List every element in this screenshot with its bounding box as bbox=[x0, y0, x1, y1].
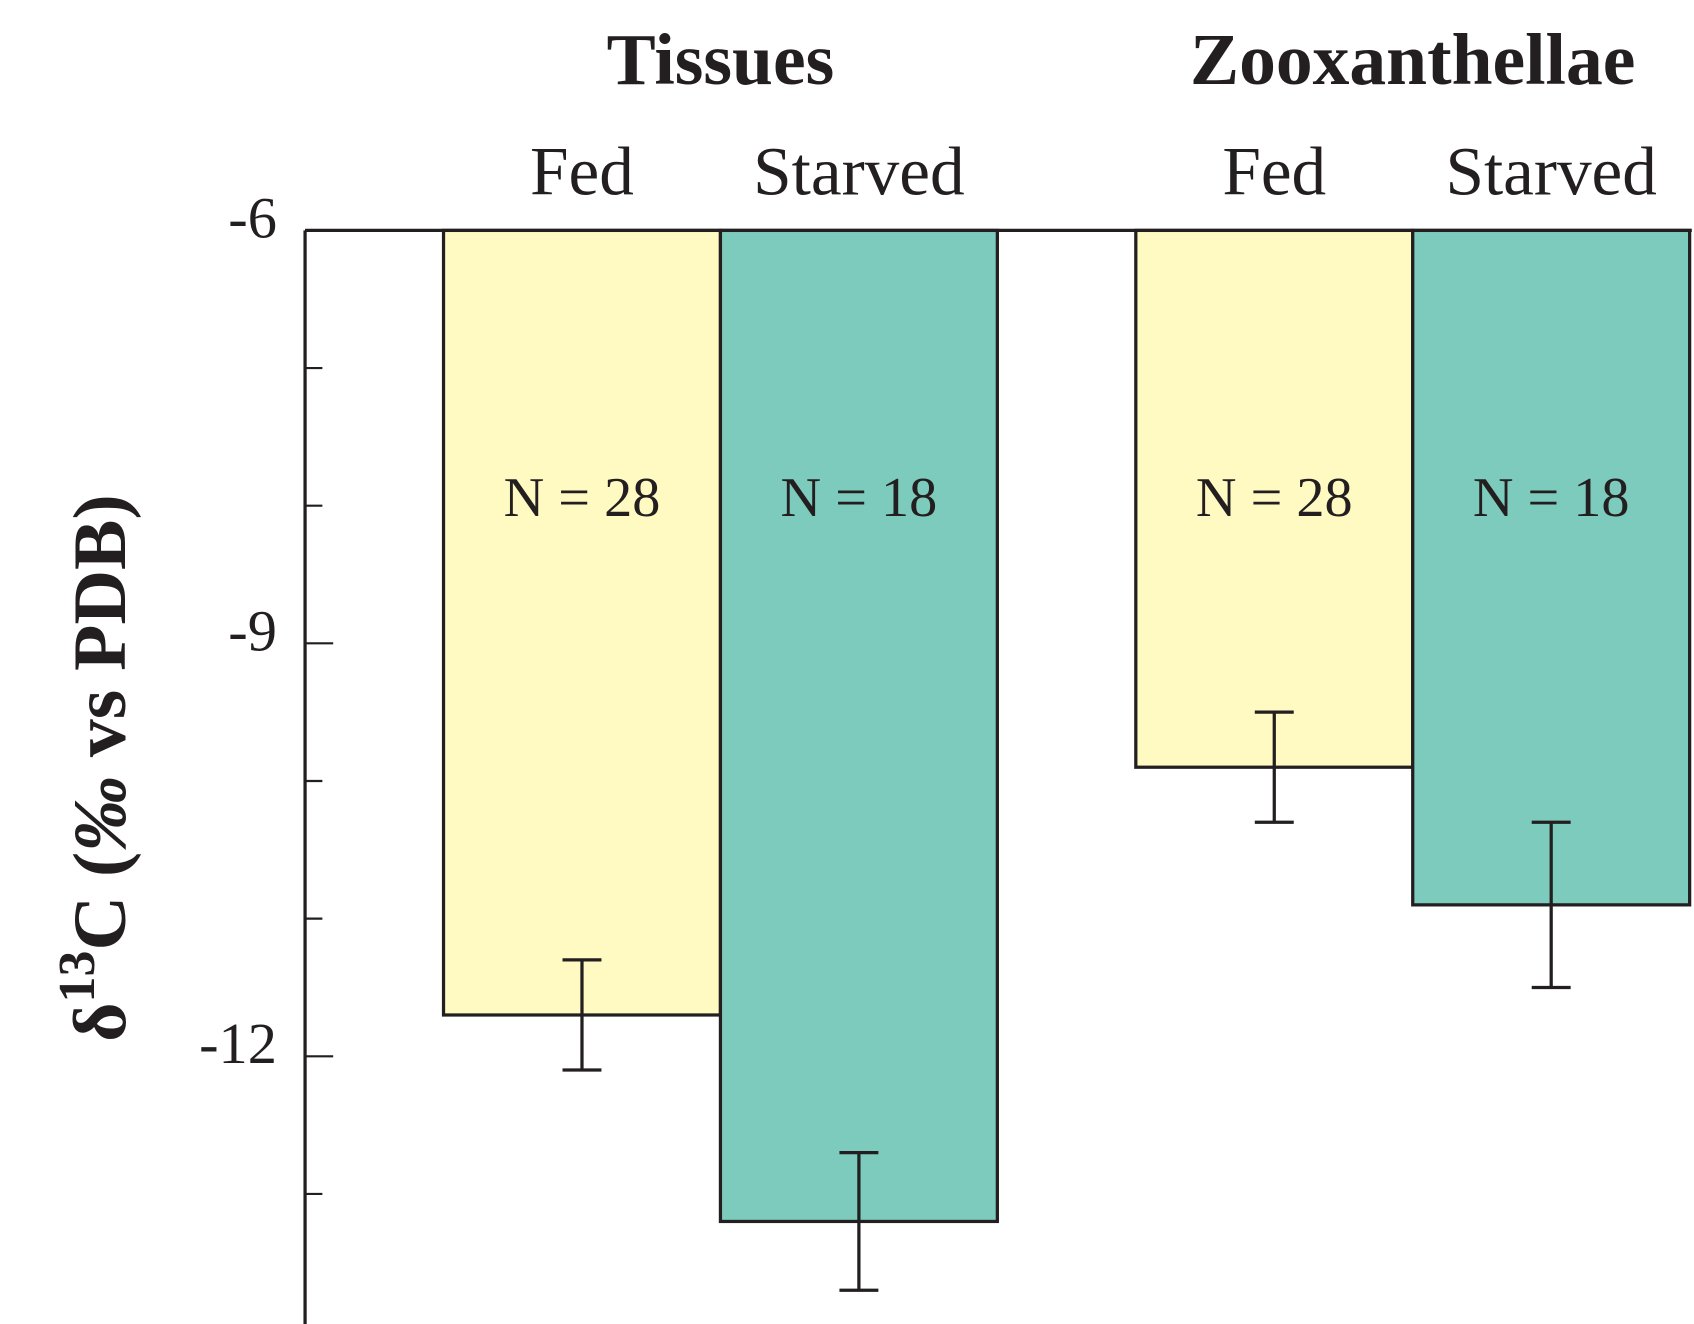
group-title: Tissues bbox=[607, 18, 835, 100]
category-label: Fed bbox=[1222, 132, 1326, 209]
category-label: Starved bbox=[753, 132, 964, 209]
y-label-sup: 13 bbox=[49, 951, 106, 1003]
y-tick-label: -9 bbox=[228, 598, 277, 663]
y-label-rest: vs PDB) bbox=[60, 494, 143, 776]
bar bbox=[718, 228, 999, 1224]
group-title: Zooxanthellae bbox=[1190, 18, 1635, 100]
y-axis-label: δ13C (‰ vs PDB) bbox=[49, 494, 142, 1041]
y-label-unit: ‰ bbox=[60, 776, 143, 852]
category-label: Starved bbox=[1445, 132, 1656, 209]
bar bbox=[1411, 228, 1692, 907]
annotation: N = 18 bbox=[781, 467, 938, 529]
annotation: N = 28 bbox=[504, 467, 661, 529]
y-label-symbol: δ bbox=[60, 1002, 143, 1041]
annotation: N = 28 bbox=[1196, 467, 1353, 529]
y-tick-label: -12 bbox=[199, 1011, 277, 1076]
y-label-main: C ( bbox=[60, 852, 143, 951]
bar bbox=[441, 228, 723, 1017]
category-label: Fed bbox=[530, 132, 634, 209]
annotation: N = 18 bbox=[1473, 467, 1630, 529]
y-tick-label: -6 bbox=[228, 185, 277, 250]
